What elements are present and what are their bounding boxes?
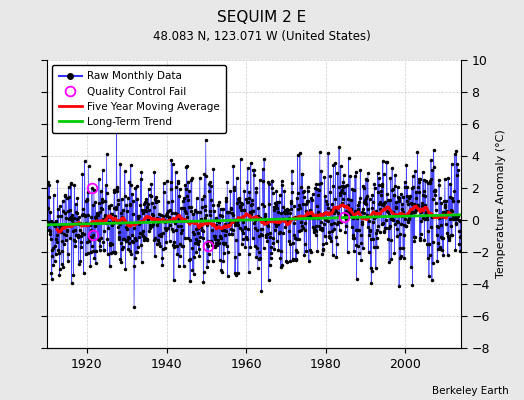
Y-axis label: Temperature Anomaly (°C): Temperature Anomaly (°C)	[496, 130, 506, 278]
Text: Berkeley Earth: Berkeley Earth	[432, 386, 508, 396]
Text: SEQUIM 2 E: SEQUIM 2 E	[217, 10, 307, 25]
Legend: Raw Monthly Data, Quality Control Fail, Five Year Moving Average, Long-Term Tren: Raw Monthly Data, Quality Control Fail, …	[52, 65, 226, 133]
Text: 48.083 N, 123.071 W (United States): 48.083 N, 123.071 W (United States)	[153, 30, 371, 43]
